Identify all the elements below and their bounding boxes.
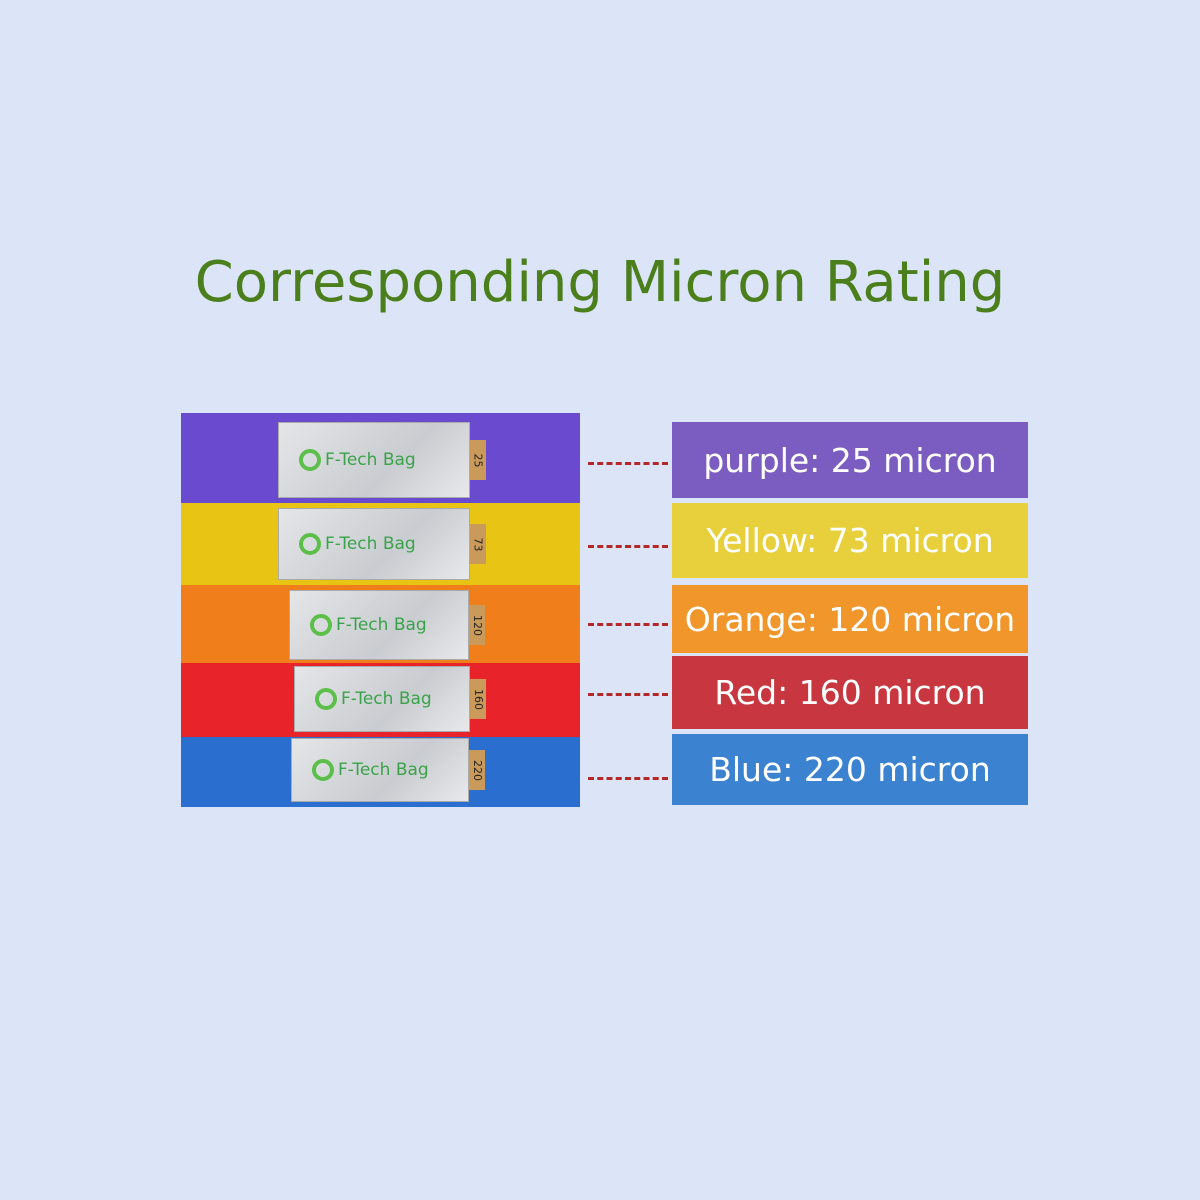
micron-tag: 25 bbox=[470, 440, 486, 480]
micron-label: Red: 160 micron bbox=[672, 656, 1028, 729]
connector bbox=[588, 623, 668, 626]
connector bbox=[588, 545, 668, 548]
micron-tag: 160 bbox=[470, 679, 486, 719]
micron-label: Blue: 220 micron bbox=[672, 734, 1028, 805]
tag-text: 25 bbox=[471, 453, 485, 467]
tag-text: 220 bbox=[470, 759, 484, 781]
micron-tag: 73 bbox=[470, 524, 486, 564]
micron-tag: 120 bbox=[469, 605, 485, 645]
bag-label: F-Tech Bag bbox=[294, 666, 470, 732]
bag-label: F-Tech Bag bbox=[291, 738, 469, 802]
title: Corresponding Micron Rating bbox=[194, 250, 1006, 315]
bag-label: F-Tech Bag bbox=[289, 590, 469, 660]
micron-label: Orange: 120 micron bbox=[672, 585, 1028, 653]
bag-label: F-Tech Bag bbox=[278, 508, 470, 580]
connector bbox=[588, 462, 668, 465]
connector bbox=[588, 777, 668, 780]
tag-text: 120 bbox=[470, 614, 484, 636]
micron-tag: 220 bbox=[469, 750, 485, 790]
tag-text: 73 bbox=[471, 537, 485, 551]
tag-text: 160 bbox=[471, 688, 485, 710]
bag-label: F-Tech Bag bbox=[278, 422, 470, 498]
micron-label: purple: 25 micron bbox=[672, 422, 1028, 498]
connector bbox=[588, 693, 668, 696]
micron-label: Yellow: 73 micron bbox=[672, 503, 1028, 578]
